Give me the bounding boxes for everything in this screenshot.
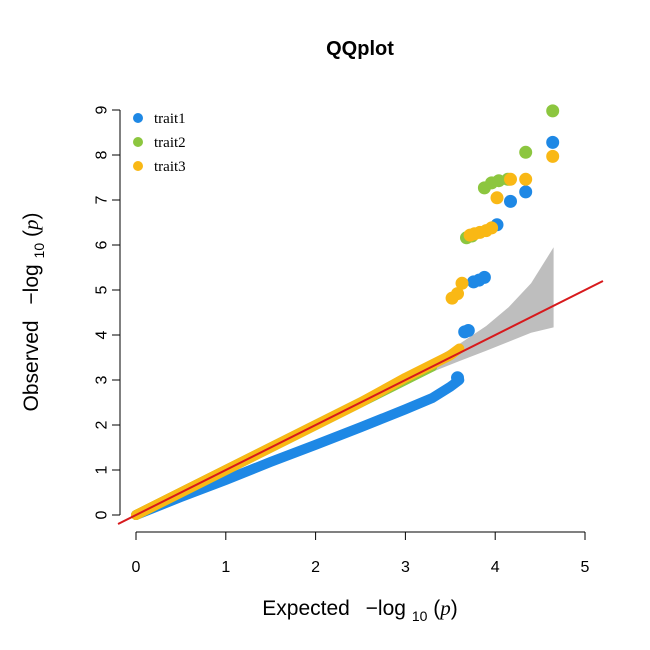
data-point: [451, 287, 464, 301]
y-axis-label: Observed −log 10 (p): [19, 213, 49, 412]
data-point: [490, 191, 504, 205]
series-points-trait3: [445, 149, 560, 305]
data-point: [519, 172, 533, 186]
y-tick-label: 6: [94, 240, 111, 249]
x-tick-label: 4: [491, 559, 500, 576]
legend: trait1 trait2 trait3: [133, 111, 186, 175]
x-tick-label: 2: [311, 559, 320, 576]
y-tick-label: 9: [94, 105, 111, 114]
reference-line-layer: [117, 280, 604, 525]
data-point: [519, 145, 533, 159]
reference-line: [117, 280, 604, 525]
y-tick-label: 3: [94, 375, 111, 384]
data-point: [546, 149, 560, 163]
y-tick-label: 8: [94, 150, 111, 159]
series-trait1: [131, 375, 465, 520]
y-axis-label-word: Observed: [20, 320, 43, 411]
x-axis-label-word: Expected: [262, 597, 350, 620]
y-tick-label: 5: [94, 285, 111, 294]
x-tick-label: 1: [221, 559, 230, 576]
legend-label-trait2: trait2: [154, 135, 186, 151]
x-axis-label-subscript: 10: [412, 608, 428, 624]
x-axis-label-prefix: −log: [366, 597, 406, 620]
data-point: [485, 221, 499, 235]
legend-label-trait1: trait1: [154, 111, 186, 127]
chart-title: QQplot: [326, 38, 394, 60]
x-tick-label: 3: [401, 559, 410, 576]
x-axis-label-argument: p: [438, 596, 451, 620]
data-point: [461, 324, 475, 337]
data-point: [477, 270, 491, 284]
y-tick-label: 0: [94, 510, 111, 519]
x-tick-label: 0: [132, 559, 141, 576]
x-tick-label: 5: [581, 559, 590, 576]
legend-marker-trait2: [133, 137, 143, 147]
legend-label-trait3: trait3: [154, 159, 186, 175]
data-point: [455, 276, 469, 290]
data-point: [519, 185, 533, 199]
x-axis-label: Expected −log 10 (p): [262, 596, 457, 626]
legend-marker-trait1: [133, 113, 143, 123]
data-point: [546, 104, 560, 118]
y-tick-label: 7: [94, 195, 111, 204]
y-axis-label-argument: p: [19, 220, 43, 233]
legend-marker-trait3: [133, 161, 143, 171]
y-tick-label: 2: [94, 420, 111, 429]
series-curve-trait1: [131, 375, 465, 520]
y-axis-label-prefix: −log: [20, 264, 43, 304]
y-axis-label-subscript: 10: [31, 243, 47, 259]
axes-layer: 0 1 2 3 4 5 0 1 2 3 4 5 6 7 8 9: [94, 105, 590, 576]
series-layer: [131, 104, 560, 520]
data-point: [504, 172, 517, 186]
y-tick-label: 1: [94, 465, 111, 474]
data-point: [504, 194, 517, 208]
data-point: [451, 371, 464, 385]
data-point: [546, 135, 560, 149]
y-tick-label: 4: [94, 330, 111, 339]
